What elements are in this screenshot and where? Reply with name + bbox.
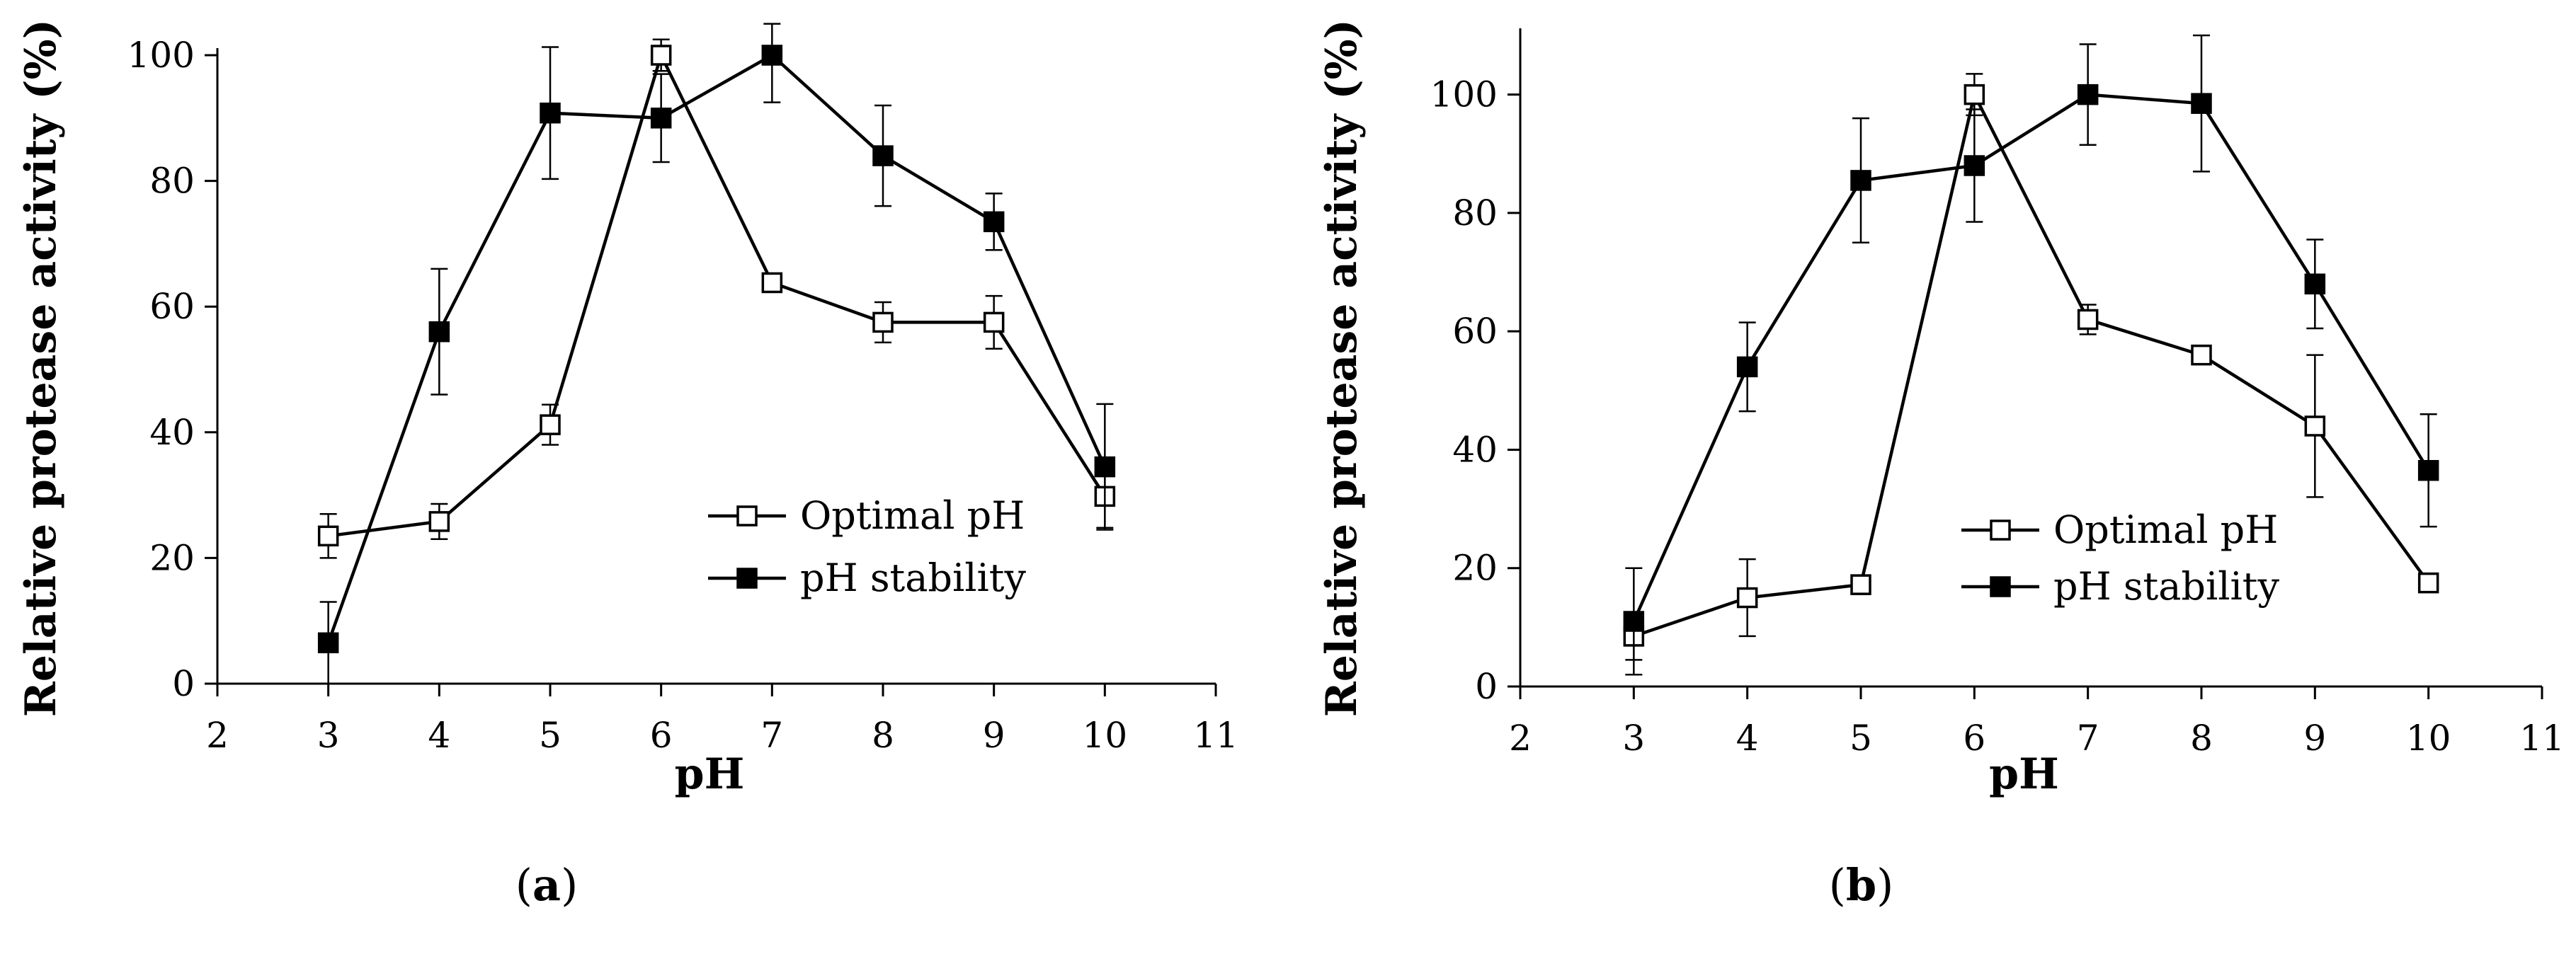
data-point bbox=[650, 108, 672, 129]
data-point bbox=[2077, 84, 2099, 105]
x-tick-label: 9 bbox=[983, 715, 1005, 756]
data-point bbox=[428, 511, 450, 532]
data-point bbox=[1850, 574, 1871, 595]
y-tick-label: 0 bbox=[172, 663, 195, 704]
data-point bbox=[872, 311, 894, 333]
y-tick-label: 0 bbox=[1475, 666, 1498, 707]
data-point bbox=[2304, 415, 2326, 437]
data-point bbox=[650, 45, 672, 66]
data-point bbox=[540, 414, 561, 435]
data-point bbox=[1736, 356, 1758, 378]
x-tick-label: 7 bbox=[2077, 718, 2099, 759]
legend-marker bbox=[736, 568, 758, 589]
legend: Optimal pH pH stability bbox=[1961, 507, 2280, 609]
data-point bbox=[872, 145, 894, 166]
data-point bbox=[540, 102, 561, 124]
legend-entry: pH stability bbox=[800, 556, 1027, 600]
data-point bbox=[2417, 572, 2439, 594]
chart-panel-a: 2 3 4 5 6 7 8 9 10 11 0 20 40 60 80 100 pH Relative prote… bbox=[16, 19, 1238, 911]
x-tick-label: 5 bbox=[539, 715, 562, 756]
x-tick-label: 6 bbox=[1963, 718, 1985, 759]
data-point bbox=[2417, 459, 2439, 481]
data-point bbox=[761, 272, 783, 294]
panel-label: (b) bbox=[1829, 859, 1894, 911]
x-tick-label: 10 bbox=[1083, 715, 1128, 756]
series-optimal-ph bbox=[1623, 73, 2439, 661]
panel-letter: b bbox=[1846, 859, 1876, 911]
data-point bbox=[1964, 155, 1985, 176]
x-axis-label: pH bbox=[675, 749, 745, 799]
y-tick-label: 100 bbox=[1430, 74, 1498, 115]
x-tick-label: 8 bbox=[2190, 718, 2213, 759]
data-point bbox=[2304, 273, 2326, 295]
y-tick-label: 100 bbox=[127, 35, 195, 76]
y-axis-label: Relative protease activity (%) bbox=[16, 19, 66, 717]
x-tick-label: 7 bbox=[760, 715, 783, 756]
y-tick-label: 80 bbox=[1452, 193, 1498, 234]
data-point bbox=[1964, 84, 1985, 105]
data-point bbox=[2077, 309, 2099, 331]
data-point bbox=[428, 321, 450, 343]
legend-entry: pH stability bbox=[2053, 564, 2280, 609]
data-point bbox=[1623, 611, 1645, 632]
data-point bbox=[761, 45, 783, 66]
data-point bbox=[317, 632, 339, 654]
y-tick-label: 80 bbox=[149, 161, 195, 202]
x-axis-label: pH bbox=[1989, 749, 2059, 799]
data-point bbox=[1094, 456, 1116, 478]
x-tick-label: 2 bbox=[1509, 718, 1532, 759]
data-point bbox=[1850, 170, 1871, 191]
x-tick-label: 11 bbox=[1193, 715, 1238, 756]
y-tick-label: 60 bbox=[1452, 311, 1498, 352]
x-tick-label: 3 bbox=[317, 715, 340, 756]
x-tick-label: 4 bbox=[428, 715, 450, 756]
data-point bbox=[2191, 93, 2212, 114]
x-tick-label: 9 bbox=[2303, 718, 2326, 759]
x-tick-label: 10 bbox=[2406, 718, 2451, 759]
chart-panel-b: 2 3 4 5 6 7 8 9 10 11 0 20 40 60 80 100 pH Relative prote… bbox=[1317, 19, 2565, 911]
series-line bbox=[328, 50, 1107, 538]
y-tick-label: 20 bbox=[149, 537, 195, 578]
data-point bbox=[1736, 587, 1758, 609]
data-point bbox=[2191, 344, 2212, 366]
series-ph-stability bbox=[1623, 34, 2439, 676]
series-line bbox=[1633, 90, 2430, 638]
legend-entry: Optimal pH bbox=[800, 493, 1025, 538]
x-tick-label: 6 bbox=[650, 715, 673, 756]
y-tick-label: 20 bbox=[1452, 548, 1498, 589]
x-tick-label: 5 bbox=[1850, 718, 1872, 759]
x-tick-label: 3 bbox=[1622, 718, 1645, 759]
y-tick-label: 60 bbox=[149, 286, 195, 327]
data-point bbox=[317, 525, 339, 547]
x-tick-label: 2 bbox=[206, 715, 229, 756]
x-tick-label: 11 bbox=[2519, 718, 2565, 759]
series-ph-stability bbox=[317, 23, 1116, 685]
y-axis-label: Relative protease activity (%) bbox=[1317, 19, 1367, 717]
series-line bbox=[326, 53, 1107, 644]
series-optimal-ph bbox=[317, 38, 1116, 559]
legend: Optimal pH pH stability bbox=[708, 493, 1027, 600]
legend-marker bbox=[1990, 576, 2011, 597]
y-tick-label: 40 bbox=[149, 412, 195, 453]
y-tick-label: 40 bbox=[1452, 429, 1498, 470]
x-tick-label: 4 bbox=[1736, 718, 1759, 759]
x-tick-label: 8 bbox=[872, 715, 894, 756]
legend-entry: Optimal pH bbox=[2053, 507, 2278, 552]
panel-letter: a bbox=[532, 859, 561, 911]
legend-marker bbox=[1990, 519, 2011, 541]
legend-marker bbox=[736, 505, 758, 527]
panel-label: (a) bbox=[515, 859, 579, 911]
series-line bbox=[1632, 93, 2430, 622]
data-point bbox=[983, 211, 1005, 233]
data-point bbox=[983, 311, 1005, 333]
